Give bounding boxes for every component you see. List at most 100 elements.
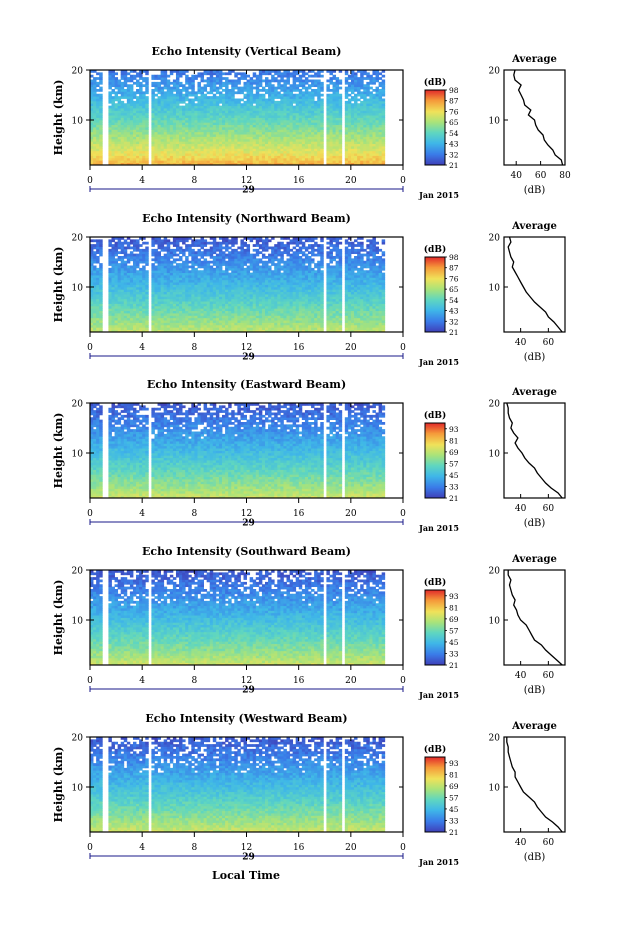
heatmap-cell [351,292,354,295]
heatmap-cell [244,94,247,97]
heatmap-cell [188,153,191,156]
heatmap-cell [314,160,317,163]
heatmap-cell [142,151,145,154]
heatmap-cell [115,91,118,94]
heatmap-cell [274,127,277,130]
heatmap-cell [274,301,277,304]
x-tick-label: 8 [191,176,197,186]
heatmap-cell [326,153,329,156]
heatmap-cell [201,311,204,314]
heatmap-cell [115,313,118,316]
heatmap-cell [376,72,379,75]
heatmap-cell [305,94,308,97]
heatmap-cell [108,75,111,78]
y-tick-label: 10 [72,117,84,127]
heatmap-cell [158,84,161,87]
heatmap-cell [250,77,253,80]
heatmap-cell [277,139,280,142]
heatmap-cell [302,132,305,135]
heatmap-cell [222,125,225,128]
heatmap-cell [139,146,142,149]
heatmap-cell [145,84,148,87]
heatmap-cell [118,148,121,151]
heatmap-cell [296,115,299,118]
heatmap-cell [130,144,133,147]
heatmap-cell [161,311,164,314]
heatmap-cell [379,301,382,304]
heatmap-cell [161,323,164,326]
heatmap-cell [225,325,228,328]
heatmap-cell [280,306,283,309]
heatmap-cell [179,296,182,299]
heatmap-cell [127,327,130,330]
heatmap-cell [179,151,182,154]
heatmap-cell [366,301,369,304]
heatmap-cell [345,94,348,97]
heatmap-cell [145,318,148,321]
heatmap-cell [219,323,222,326]
heatmap-cell [250,153,253,156]
heatmap-cell [262,327,265,330]
heatmap-cell [145,89,148,92]
heatmap-cell [351,84,354,87]
heatmap-cell [336,127,339,130]
heatmap-cell [188,84,191,87]
heatmap-cell [173,89,176,92]
heatmap-cell [314,325,317,328]
heatmap-cell [286,139,289,142]
heatmap-cell [256,89,259,92]
heatmap-cell [259,82,262,85]
heatmap-cell [262,110,265,113]
heatmap-cell [336,146,339,149]
heatmap-cell [372,311,375,314]
heatmap-cell [121,153,124,156]
heatmap-cell [124,296,127,299]
heatmap-cell [154,311,157,314]
heatmap-cell [170,132,173,135]
heatmap-cell [234,122,237,125]
heatmap-cell [191,80,194,83]
heatmap-cell [182,137,185,140]
heatmap-cell [329,96,332,99]
heatmap-cell [222,108,225,111]
heatmap-cell [311,129,314,132]
heatmap-cell [274,134,277,137]
heatmap-cell [158,125,161,128]
heatmap-cell [234,99,237,102]
heatmap-cell [302,160,305,163]
heatmap-cell [360,132,363,135]
heatmap-cell [225,108,228,111]
heatmap-cell [326,156,329,159]
heatmap-cell [354,84,357,87]
heatmap-cell [354,141,357,144]
heatmap-cell [191,160,194,163]
heatmap-cell [234,125,237,128]
heatmap-cell [290,99,293,102]
heatmap-cell [376,146,379,149]
heatmap-cell [121,146,124,149]
heatmap-cell [164,99,167,102]
heatmap-cell [277,296,280,299]
heatmap-cell [302,84,305,87]
heatmap-cell [268,110,271,113]
heatmap-cell [194,294,197,297]
heatmap-cell [115,318,118,321]
heatmap-cell [314,311,317,314]
heatmap-cell [127,153,130,156]
heatmap-cell [164,315,167,318]
heatmap-cell [363,99,366,102]
heatmap-cell [357,84,360,87]
heatmap-cell [308,99,311,102]
heatmap-cell [173,125,176,128]
heatmap-cell [250,134,253,137]
heatmap-cell [99,313,102,316]
heatmap-cell [179,127,182,130]
heatmap-cell [216,323,219,326]
heatmap-cell [302,96,305,99]
heatmap-cell [345,141,348,144]
heatmap-cell [167,80,170,83]
heatmap-cell [283,301,286,304]
heatmap-cell [118,304,121,307]
heatmap-cell [121,301,124,304]
heatmap-cell [179,122,182,125]
